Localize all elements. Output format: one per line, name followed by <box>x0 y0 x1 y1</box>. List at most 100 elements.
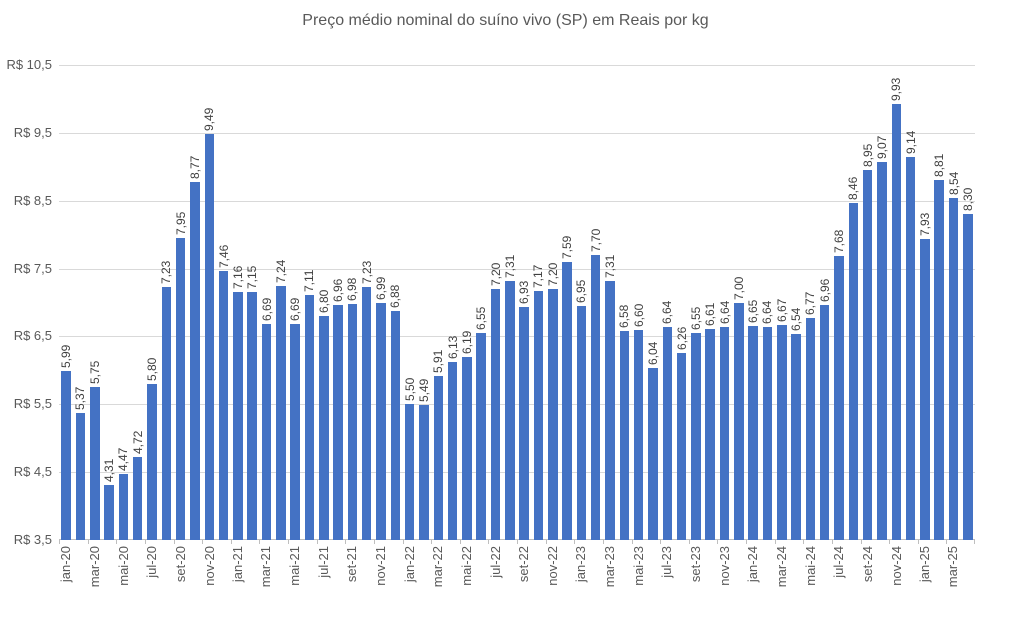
bar-value-label: 9,07 <box>874 135 889 160</box>
bar <box>619 331 630 540</box>
x-axis-tick-label: mai-22 <box>458 546 474 586</box>
x-axis-tick-label: mai-21 <box>287 546 303 586</box>
bar-value-label: 6,64 <box>717 300 732 324</box>
bar-value-label: 6,60 <box>631 303 646 327</box>
x-axis-tick <box>545 540 547 544</box>
x-axis-tick <box>574 540 576 544</box>
bar <box>633 329 644 540</box>
x-axis-tick <box>173 540 175 544</box>
x-axis-tick-label: jan-25 <box>916 546 932 583</box>
bar <box>819 305 830 540</box>
x-axis-tick <box>402 540 404 544</box>
bar <box>505 281 515 540</box>
bar-value-label: 7,59 <box>560 236 575 260</box>
bar <box>862 170 873 540</box>
x-axis-tick-label: mar-21 <box>258 546 274 588</box>
bar <box>175 238 186 540</box>
bar-value-label: 7,70 <box>588 228 603 252</box>
bar <box>218 271 229 540</box>
bar-value-label: 7,20 <box>488 262 503 286</box>
x-axis-tick-label: jan-23 <box>573 546 589 583</box>
bar-value-label: 6,64 <box>660 300 675 324</box>
x-axis-tick-label: nov-22 <box>544 546 560 586</box>
bar <box>734 302 744 540</box>
bar-value-label: 6,96 <box>817 278 832 303</box>
bar-value-label: 5,91 <box>431 350 446 374</box>
x-axis-tick-label: jul-21 <box>315 546 331 578</box>
gridline <box>59 404 975 406</box>
x-axis-tick <box>316 540 318 544</box>
bar-value-label: 6,65 <box>746 299 761 324</box>
bar <box>891 103 902 540</box>
bar <box>190 182 200 540</box>
bar <box>419 404 429 540</box>
bar-value-label: 9,49 <box>202 107 217 131</box>
bar <box>390 310 401 540</box>
x-axis-tick <box>803 540 805 544</box>
y-axis-tick-label: R$ 6,5 <box>13 328 52 344</box>
x-axis-tick <box>917 540 919 544</box>
x-axis-tick <box>688 540 690 544</box>
bar-value-label: 7,23 <box>159 260 174 284</box>
bar-value-label: 8,30 <box>960 187 975 212</box>
bar <box>204 133 215 540</box>
x-axis-tick <box>831 540 833 544</box>
bar <box>548 288 558 540</box>
gridline <box>59 132 975 134</box>
bar <box>247 292 257 540</box>
bar-value-label: 7,24 <box>273 259 288 284</box>
bar <box>333 305 343 540</box>
bar <box>963 214 973 540</box>
x-axis-tick-label: set-22 <box>516 546 532 583</box>
y-axis-tick-label: R$ 10,5 <box>6 57 52 72</box>
bar <box>490 288 501 540</box>
bar-value-label: 7,46 <box>216 244 231 269</box>
y-axis-tick-label: R$ 7,5 <box>13 260 52 276</box>
bar-value-label: 6,61 <box>703 302 718 326</box>
x-axis-tick <box>431 540 433 544</box>
bar-value-label: 7,93 <box>917 213 932 237</box>
x-axis-tick <box>459 540 461 544</box>
x-axis-tick <box>517 540 518 544</box>
bar <box>261 323 272 540</box>
x-axis-tick-label: mar-25 <box>945 546 961 588</box>
x-axis-tick-label: mar-24 <box>773 546 789 588</box>
x-axis-tick-label: nov-24 <box>888 546 904 586</box>
bar-value-label: 6,19 <box>459 331 474 355</box>
bar <box>834 256 844 540</box>
x-axis-tick-label: mai-20 <box>115 546 131 586</box>
x-axis-tick <box>602 540 604 544</box>
x-axis-tick <box>860 540 862 544</box>
x-axis-tick-label: set-24 <box>859 546 875 583</box>
x-axis-tick <box>144 540 146 544</box>
bar-value-label: 6,26 <box>674 326 689 350</box>
bar-value-label: 6,55 <box>474 306 489 331</box>
bar-value-label: 8,81 <box>932 153 947 177</box>
bar <box>562 262 572 540</box>
bar <box>233 291 243 540</box>
bar-value-label: 7,31 <box>603 255 618 279</box>
y-axis-tick-label: R$ 8,5 <box>13 192 52 208</box>
x-axis-tick-label: jul-20 <box>144 546 160 578</box>
bar <box>791 333 801 540</box>
y-axis-tick-label: R$ 9,5 <box>13 124 52 140</box>
bar-value-label: 8,46 <box>846 177 861 201</box>
x-axis-tick <box>746 540 747 544</box>
bar <box>605 281 615 540</box>
bar <box>920 239 930 540</box>
x-axis-tick <box>59 540 60 544</box>
bar <box>576 305 587 540</box>
bar <box>462 357 472 540</box>
bar-value-label: 6,69 <box>288 297 303 321</box>
bar-value-label: 6,95 <box>574 279 589 303</box>
bar-value-label: 6,98 <box>345 277 360 301</box>
bar-value-label: 6,93 <box>517 280 532 305</box>
bar-value-label: 4,31 <box>102 458 117 483</box>
bar-value-label: 5,80 <box>145 357 160 381</box>
x-axis-tick <box>717 540 719 544</box>
bar <box>104 485 114 540</box>
bar <box>777 324 787 540</box>
bar-value-label: 5,75 <box>87 360 102 385</box>
bar <box>290 323 300 540</box>
